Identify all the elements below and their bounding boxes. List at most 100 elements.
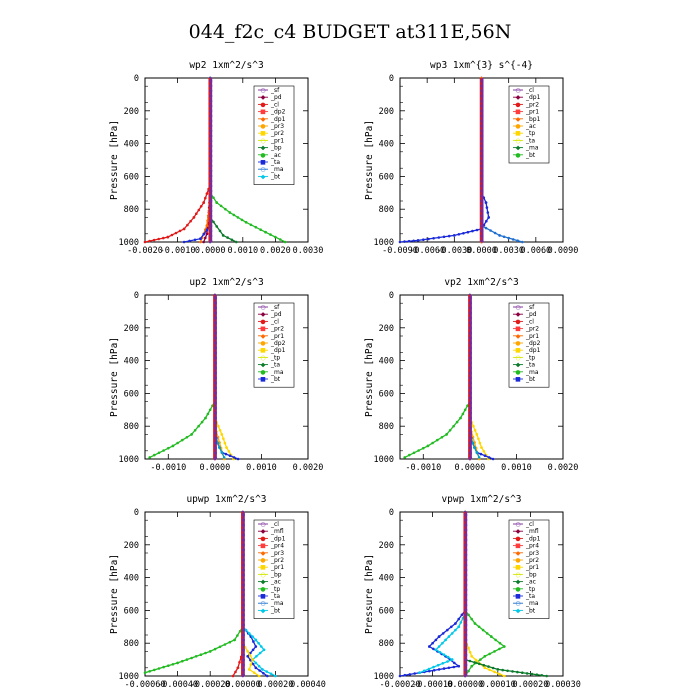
series-point [162, 665, 165, 669]
legend-marker: ◆ [516, 333, 521, 340]
series-point [477, 456, 481, 459]
series-point [477, 625, 481, 629]
zero-line-marker [464, 553, 468, 557]
series-point [221, 234, 225, 237]
series-point [462, 232, 465, 235]
zero-line-marker [213, 451, 217, 455]
chart-panel-0: wp2 1xm^2/s^3 Pressure [hPa] 0 200 400 600 800… [109, 60, 323, 256]
series-point [431, 441, 434, 445]
legend-marker: ◆ [261, 116, 266, 123]
legend-marker: ○ [260, 354, 265, 361]
series-point [238, 629, 242, 633]
y-tick-label: 1000 [374, 672, 394, 682]
series-point [432, 647, 435, 651]
legend-marker: ◆ [516, 94, 521, 101]
series-point [204, 196, 207, 200]
series-point [491, 457, 495, 461]
legend-entry: _pr1 [270, 333, 284, 340]
series-point [254, 645, 258, 648]
series-point [470, 617, 474, 621]
legend-entry: _pr1 [525, 564, 539, 571]
series-point [264, 230, 267, 234]
series-point [258, 651, 262, 655]
legend-entry: _pr2 [270, 130, 284, 137]
legend-entry: _pr2 [525, 557, 539, 564]
series-point [521, 671, 524, 674]
x-tick-label: 0.00000 [447, 680, 483, 690]
series-point [199, 237, 202, 240]
zero-line-marker [241, 518, 245, 522]
series-point [190, 656, 193, 660]
zero-line-marker [464, 563, 468, 567]
y-axis-label: Pressure [hPa] [364, 337, 375, 417]
legend-entry: _cl [270, 101, 279, 108]
series-point [157, 451, 161, 455]
series-point [473, 661, 476, 664]
series-point [220, 433, 224, 436]
legend-marker: ○ [260, 521, 265, 528]
y-tick-label: 400 [124, 140, 139, 150]
series-point [422, 238, 425, 241]
series-point [426, 444, 430, 448]
zero-line-marker [468, 441, 472, 445]
series-point [403, 456, 407, 459]
legend-marker: ■ [260, 376, 266, 383]
series-point [167, 664, 170, 667]
series-point [202, 201, 205, 204]
legend-box [508, 519, 550, 619]
legend-entry: _ta [525, 593, 535, 600]
series-point [481, 628, 485, 632]
series-point [162, 236, 165, 240]
series-point [477, 662, 481, 666]
series-point [432, 669, 436, 672]
zero-line-marker [209, 149, 213, 153]
zero-line-marker [209, 159, 213, 163]
zero-line-marker [241, 528, 245, 532]
zero-line-marker [241, 673, 245, 677]
series-point [428, 645, 431, 648]
zero-line-marker [209, 129, 213, 133]
legend-entry: _pr3 [270, 550, 284, 557]
series-point [438, 650, 442, 654]
zero-line-marker [480, 94, 484, 98]
zero-line-marker [213, 416, 217, 420]
series-point [226, 236, 229, 239]
series-point [234, 670, 237, 674]
series-point [417, 449, 420, 452]
series-point [269, 672, 273, 676]
zero-line-marker [213, 361, 217, 365]
series-point [185, 658, 189, 661]
legend-marker: ◆ [516, 362, 521, 369]
legend-entry: _pr1 [525, 109, 539, 116]
legend-marker: ◆ [516, 116, 521, 123]
series-point [489, 229, 492, 232]
zero-line-marker [209, 109, 213, 113]
legend-entry: _bp1 [525, 116, 541, 123]
series-point [498, 672, 501, 676]
x-tick-label: -0.00010 [412, 680, 453, 690]
zero-line-marker [241, 653, 245, 657]
zero-line-marker [480, 234, 484, 238]
legend-entry: _ta [525, 137, 535, 144]
series-point [441, 662, 445, 665]
zero-line-marker [213, 351, 217, 355]
series-point [223, 441, 227, 445]
legend-marker: ● [515, 369, 520, 376]
zero-line-marker [209, 164, 213, 168]
zero-line-marker [241, 573, 245, 577]
panel-title: vp2 1xm^2/s^3 [444, 277, 518, 288]
x-tick-label: 0.0020 [548, 463, 579, 473]
legend: ○ _cl ◆ _mfl ● _dp1 ■ _pr4 ◆ _pr3 ● _pr2 ■ _pr1 ○ _bp ◆ _… [508, 519, 550, 619]
zero-line-marker [241, 578, 245, 582]
legend-marker: ○ [515, 571, 520, 578]
series-point [540, 674, 544, 677]
zero-line-marker [213, 406, 217, 410]
series-point [453, 234, 456, 237]
legend-entry: _pr1 [270, 564, 284, 571]
series-point [202, 240, 205, 244]
series-point [479, 452, 483, 456]
series-point [441, 632, 445, 635]
series-point [199, 240, 202, 244]
series-point [473, 429, 477, 432]
zero-line-marker [213, 401, 217, 405]
